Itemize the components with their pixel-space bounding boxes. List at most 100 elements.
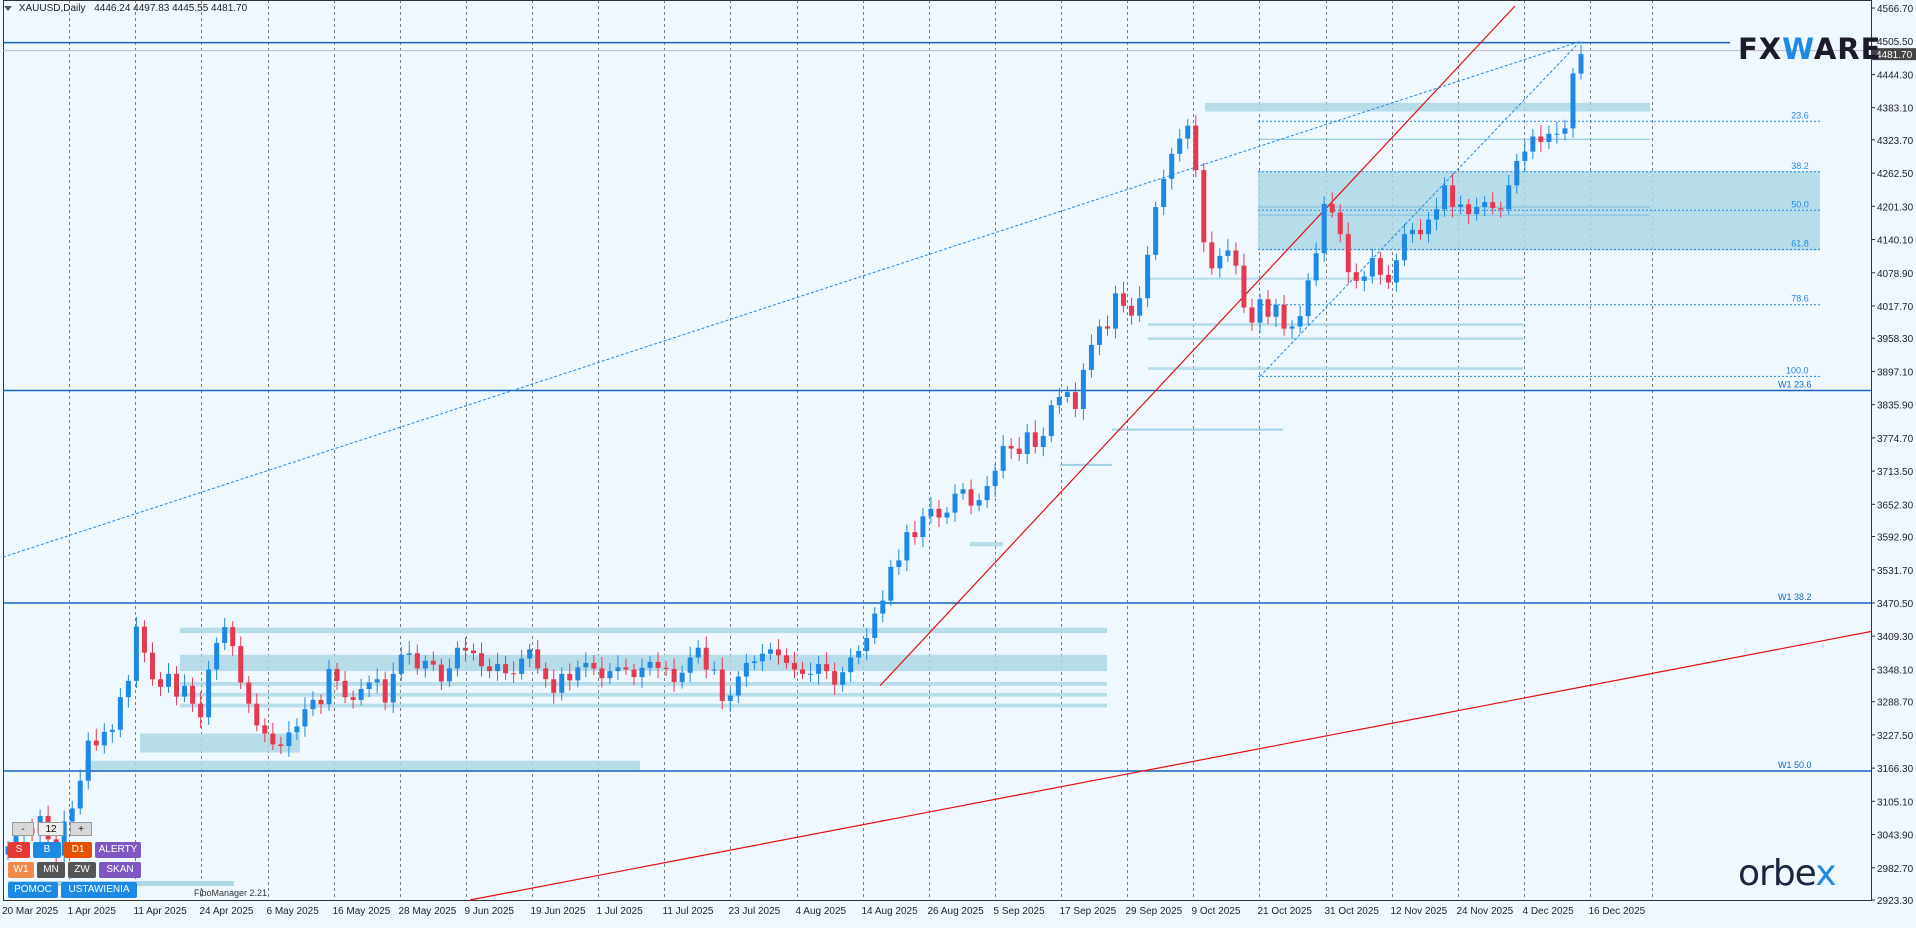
candle-body bbox=[599, 668, 605, 679]
toolbar-button-alerty[interactable]: ALERTY bbox=[95, 842, 141, 858]
candle-body bbox=[1474, 207, 1480, 215]
candle-body bbox=[109, 729, 115, 732]
candle-body bbox=[1458, 204, 1464, 208]
candle-body bbox=[246, 682, 252, 704]
candle-body bbox=[462, 647, 468, 651]
x-tick-label: 17 Sep 2025 bbox=[1060, 906, 1117, 917]
increase-button[interactable]: + bbox=[70, 822, 92, 836]
support-resistance-zone bbox=[180, 627, 1107, 634]
candle-body bbox=[1426, 219, 1432, 235]
candle-body bbox=[1241, 265, 1247, 308]
candle-body bbox=[1273, 304, 1279, 317]
candle-body bbox=[663, 667, 669, 669]
candle-body bbox=[334, 668, 340, 681]
candle-body bbox=[711, 669, 717, 671]
y-tick-label: 4140.10 bbox=[1877, 236, 1914, 247]
x-tick-label: 6 May 2025 bbox=[267, 906, 320, 917]
candle-body bbox=[1305, 280, 1311, 317]
candle-body bbox=[1401, 234, 1407, 261]
count-field[interactable]: 12 bbox=[38, 822, 64, 836]
candle-body bbox=[647, 661, 653, 668]
candle-body bbox=[607, 671, 613, 679]
y-tick-label: 4505.50 bbox=[1877, 37, 1914, 48]
candle-body bbox=[872, 613, 878, 639]
candle-body bbox=[543, 668, 549, 680]
toolbar-button-ustawienia[interactable]: USTAWIENIA bbox=[61, 882, 137, 898]
candle-body bbox=[1466, 204, 1472, 215]
candle-body bbox=[366, 682, 372, 690]
toolbar-button-b[interactable]: B bbox=[33, 842, 61, 858]
fib-level-label: 23.6 bbox=[1791, 110, 1809, 120]
toolbar-button-w1[interactable]: W1 bbox=[8, 862, 34, 878]
candle-body bbox=[1008, 445, 1014, 449]
y-tick-label: 3409.30 bbox=[1877, 632, 1914, 643]
candle-body bbox=[350, 697, 356, 700]
decrease-button[interactable]: - bbox=[12, 822, 34, 836]
toolbar-button-zw[interactable]: ZW bbox=[68, 862, 96, 878]
candle-body bbox=[984, 486, 990, 501]
fib-level-label: 100.0 bbox=[1786, 365, 1809, 375]
candle-body bbox=[856, 651, 862, 658]
candle-body bbox=[1442, 185, 1448, 210]
candle-body bbox=[1482, 202, 1488, 208]
support-resistance-zone bbox=[970, 541, 1003, 547]
candle-body bbox=[1498, 208, 1504, 210]
candle-body bbox=[631, 669, 637, 678]
candle-body bbox=[190, 685, 196, 704]
candle-body bbox=[77, 780, 83, 809]
candle-body bbox=[1297, 316, 1303, 327]
candle-body bbox=[278, 744, 284, 747]
candle-body bbox=[1554, 133, 1560, 135]
candle-body bbox=[1578, 54, 1584, 74]
candle-body bbox=[1088, 344, 1094, 370]
candle-body bbox=[174, 673, 180, 697]
candle-body bbox=[679, 672, 685, 682]
y-tick-label: 3897.10 bbox=[1877, 367, 1914, 378]
candle-body bbox=[61, 821, 67, 856]
candle-body bbox=[904, 532, 910, 561]
candle-body bbox=[1249, 307, 1255, 323]
y-tick-label: 4201.30 bbox=[1877, 202, 1914, 213]
support-resistance-zone bbox=[140, 733, 300, 753]
x-tick-label: 19 Jun 2025 bbox=[531, 906, 586, 917]
collapse-icon[interactable] bbox=[4, 5, 12, 11]
x-tick-label: 20 Mar 2025 bbox=[2, 906, 59, 917]
candle-body bbox=[1321, 203, 1327, 254]
candle-body bbox=[848, 657, 854, 673]
toolbar-button-s[interactable]: S bbox=[8, 842, 30, 858]
candle-body bbox=[583, 662, 589, 668]
candle-body bbox=[1570, 73, 1576, 129]
candle-body bbox=[1369, 258, 1375, 277]
toolbar-button-pomoc[interactable]: POMOC bbox=[8, 882, 58, 898]
y-tick-label: 4444.30 bbox=[1877, 70, 1914, 81]
candle-body bbox=[1265, 299, 1271, 317]
y-tick-label: 3288.70 bbox=[1877, 698, 1914, 709]
candle-body bbox=[1361, 276, 1367, 281]
toolbar-button-d1[interactable]: D1 bbox=[64, 842, 92, 858]
candle-body bbox=[479, 653, 485, 667]
candle-body bbox=[198, 703, 204, 718]
candle-body bbox=[503, 664, 509, 674]
y-tick-label: 3531.70 bbox=[1877, 566, 1914, 577]
x-tick-label: 31 Oct 2025 bbox=[1325, 906, 1380, 917]
candle-body bbox=[1281, 304, 1287, 329]
toolbar-button-mn[interactable]: MN bbox=[37, 862, 65, 878]
candle-body bbox=[1169, 153, 1175, 179]
candle-body bbox=[759, 653, 765, 662]
y-tick-label: 3105.10 bbox=[1877, 797, 1914, 808]
support-resistance-zone bbox=[1148, 367, 1523, 370]
candle-body bbox=[1409, 229, 1415, 235]
candle-body bbox=[1185, 125, 1191, 139]
y-tick-label: 3835.90 bbox=[1877, 401, 1914, 412]
candle-body bbox=[511, 673, 517, 675]
symbol-name: XAUUSD,Daily bbox=[18, 3, 86, 14]
candle-body bbox=[93, 740, 99, 746]
candle-body bbox=[302, 709, 308, 727]
x-tick-label: 23 Jul 2025 bbox=[729, 906, 781, 917]
candle-body bbox=[743, 662, 749, 677]
candle-body bbox=[1506, 185, 1512, 210]
toolbar-button-skan[interactable]: SKAN bbox=[99, 862, 141, 878]
